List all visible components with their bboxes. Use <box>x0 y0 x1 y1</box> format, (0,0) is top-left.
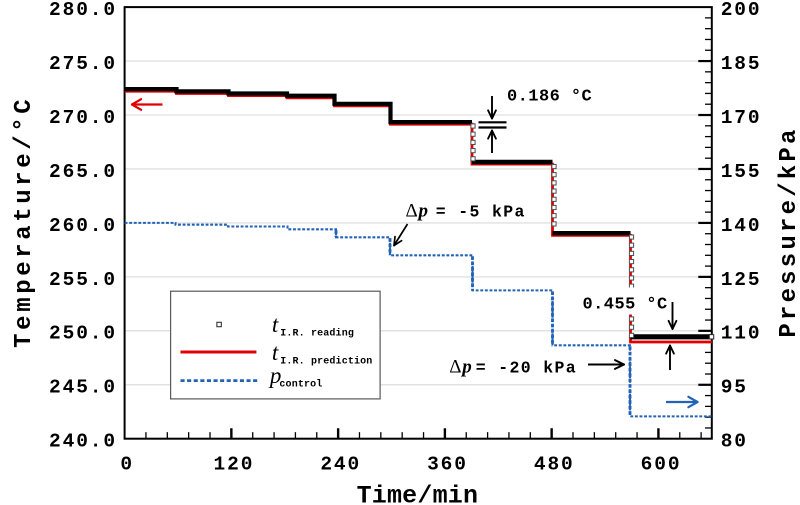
svg-text:280.0: 280.0 <box>49 0 117 21</box>
svg-text:Time/min: Time/min <box>357 482 479 505</box>
svg-text:I.R. prediction: I.R. prediction <box>280 356 372 368</box>
svg-text:120: 120 <box>214 454 255 476</box>
svg-text:0.455 °C: 0.455 °C <box>583 296 668 315</box>
svg-text:200: 200 <box>721 0 762 21</box>
svg-text:480: 480 <box>534 454 575 476</box>
svg-text:155: 155 <box>721 161 762 183</box>
svg-text:= -20 kPa: = -20 kPa <box>476 358 577 377</box>
svg-text:Δ: Δ <box>406 201 418 222</box>
svg-text:110: 110 <box>721 323 762 345</box>
svg-text:255.0: 255.0 <box>49 269 117 291</box>
svg-text:Pressure/kPa: Pressure/kPa <box>776 126 800 337</box>
svg-text:185: 185 <box>721 53 762 75</box>
svg-text:0.186 °C: 0.186 °C <box>507 88 592 107</box>
svg-text:t: t <box>272 312 279 337</box>
svg-text:270.0: 270.0 <box>49 107 117 129</box>
svg-text:I.R. reading: I.R. reading <box>280 328 354 340</box>
svg-text:0: 0 <box>120 454 134 476</box>
svg-text:600: 600 <box>641 454 682 476</box>
svg-text:265.0: 265.0 <box>49 161 117 183</box>
svg-text:360: 360 <box>427 454 468 476</box>
svg-text:80: 80 <box>721 431 748 453</box>
svg-text:95: 95 <box>721 377 748 399</box>
svg-text:Temperature/°C: Temperature/°C <box>11 96 38 348</box>
svg-text:p: p <box>417 201 429 222</box>
svg-text:250.0: 250.0 <box>49 323 117 345</box>
svg-text:140: 140 <box>721 215 762 237</box>
svg-text:240.0: 240.0 <box>49 431 117 453</box>
svg-text:p: p <box>268 363 282 388</box>
svg-text:125: 125 <box>721 269 762 291</box>
svg-text:240: 240 <box>320 454 361 476</box>
svg-text:t: t <box>272 340 279 365</box>
svg-text:= -5 kPa: = -5 kPa <box>436 203 526 222</box>
svg-text:260.0: 260.0 <box>49 215 117 237</box>
svg-text:275.0: 275.0 <box>49 53 117 75</box>
svg-text:Δ: Δ <box>449 356 461 377</box>
svg-text:p: p <box>460 356 472 377</box>
svg-text:control: control <box>279 378 322 390</box>
svg-text:170: 170 <box>721 107 762 129</box>
svg-text:245.0: 245.0 <box>49 377 117 399</box>
